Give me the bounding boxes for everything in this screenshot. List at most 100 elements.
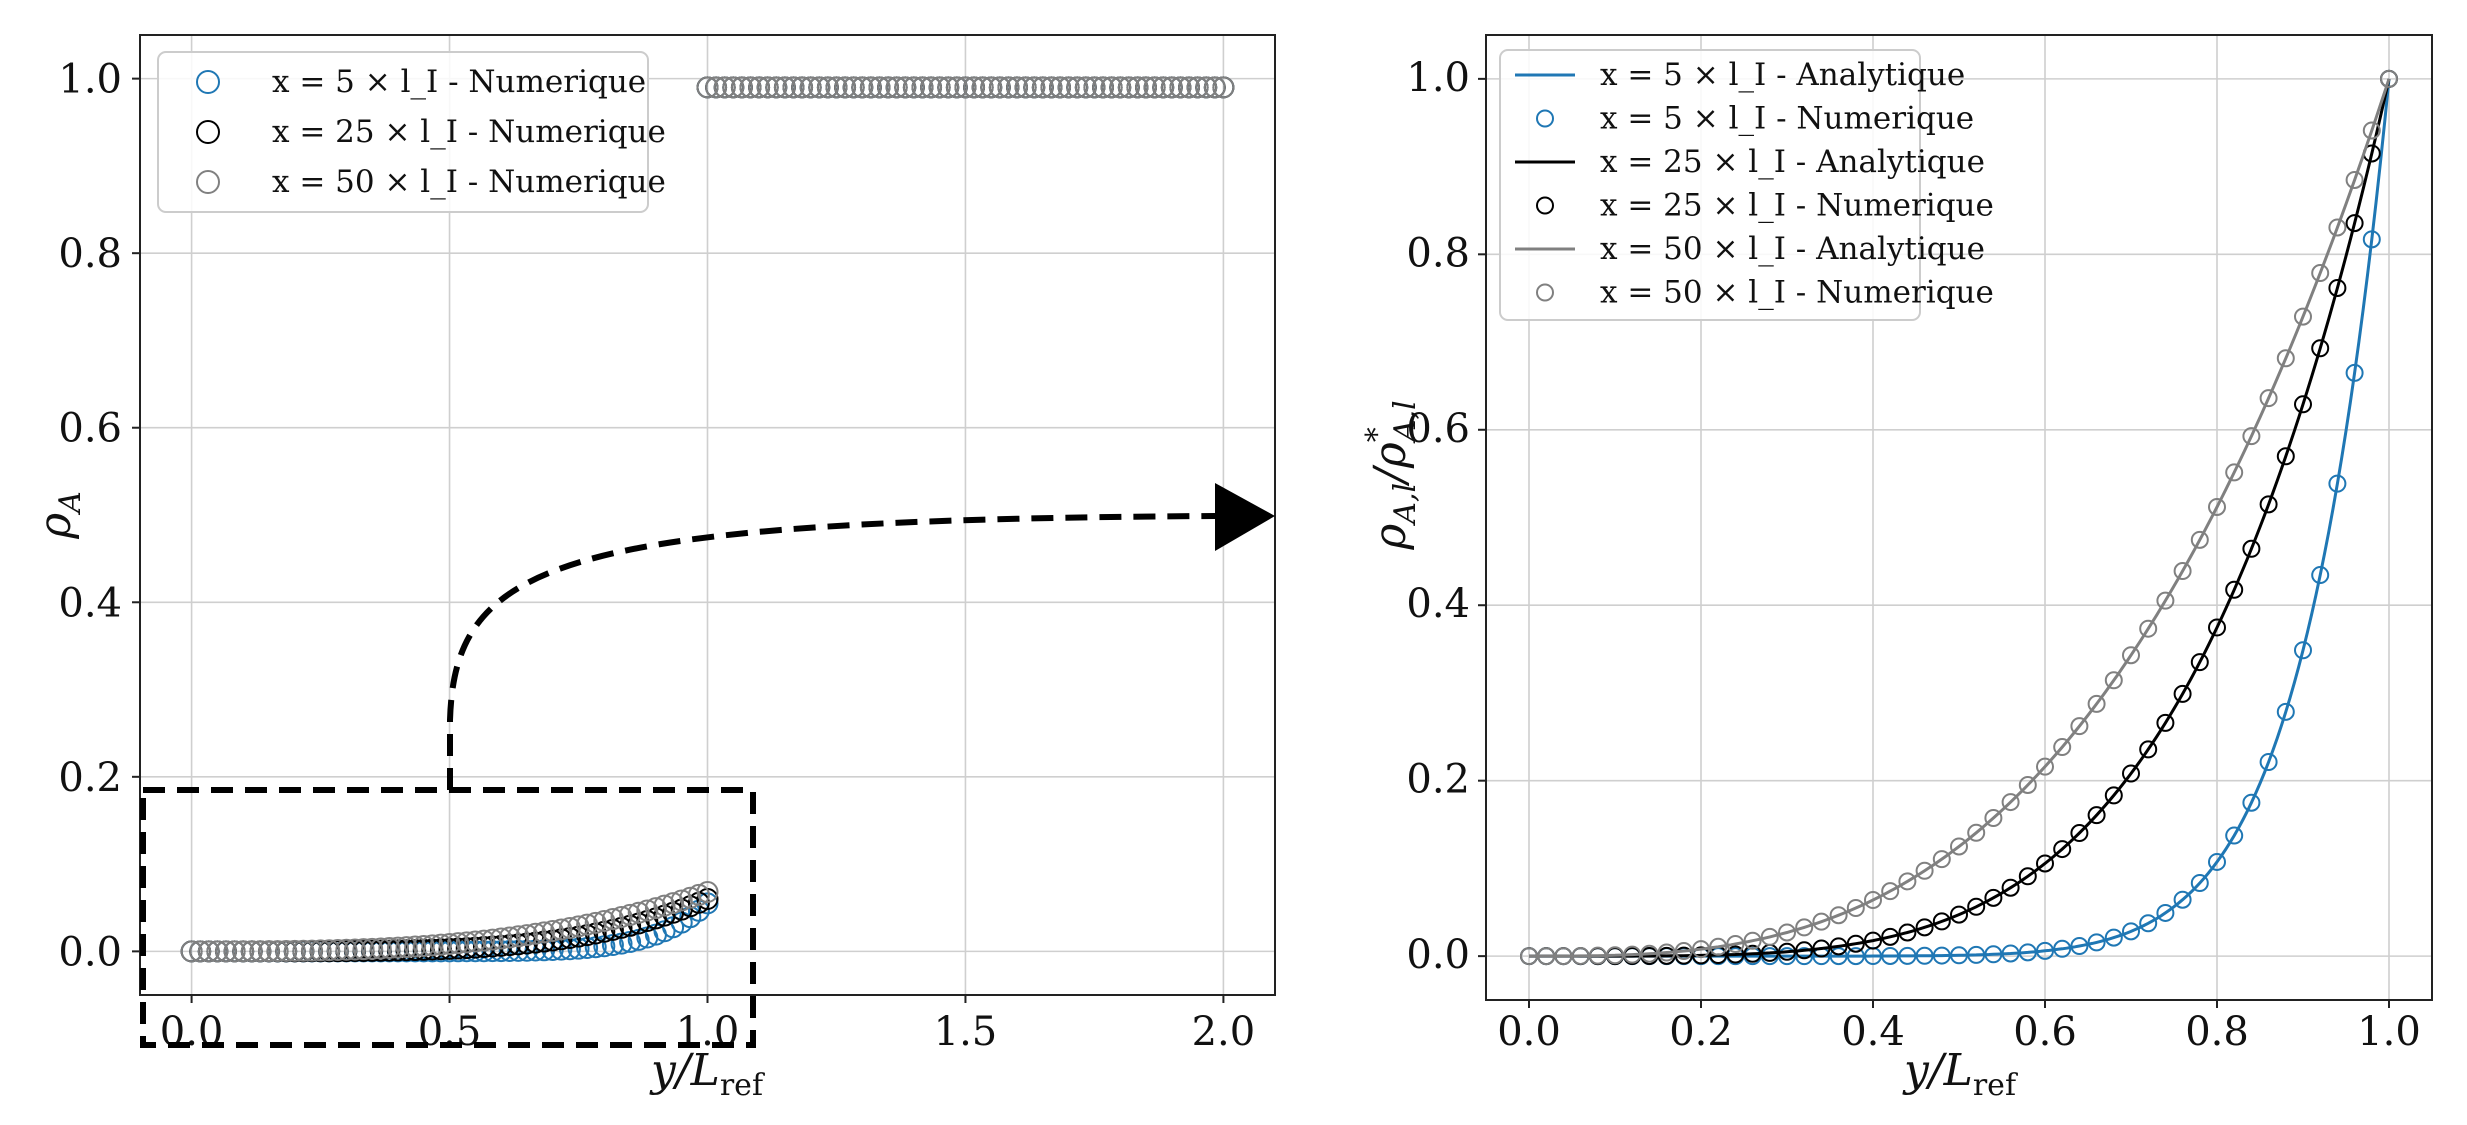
left-point bbox=[455, 931, 478, 954]
right-numeric-point bbox=[2122, 922, 2140, 941]
right-numeric-point bbox=[2104, 671, 2123, 690]
left-point bbox=[447, 932, 470, 955]
left-ylabel: ρA bbox=[30, 491, 88, 540]
right-ticks: 0.0 0.2 0.4 0.6 0.8 1.0 0.0 0.2 0.4 0.6 0.8 1.0 bbox=[1406, 55, 2420, 1055]
right-analytic-line bbox=[1529, 78, 2391, 958]
left-plateau-point bbox=[1100, 76, 1123, 99]
right-numeric-point bbox=[2294, 307, 2312, 326]
right-legend-marker bbox=[1536, 283, 1554, 302]
right-legend-marker bbox=[1536, 196, 1554, 215]
left-point bbox=[472, 929, 495, 952]
left-point bbox=[644, 897, 667, 920]
left-point bbox=[197, 940, 220, 963]
right-numeric-point bbox=[1726, 935, 1745, 954]
right-numeric-point bbox=[2122, 646, 2140, 665]
right-numeric-point bbox=[2087, 933, 2106, 952]
right-numeric-point bbox=[1846, 947, 1865, 966]
right-numeric-point bbox=[2190, 874, 2209, 893]
right-legend-label: x = 5 × l_I - Analytique bbox=[1600, 57, 1965, 93]
right-numeric-point bbox=[2311, 339, 2330, 358]
left-plateau-point bbox=[988, 76, 1011, 99]
right-numeric-point bbox=[1829, 906, 1848, 925]
right-legend-marker bbox=[1536, 109, 1554, 128]
right-legend-label: x = 50 × l_I - Numerique bbox=[1600, 275, 1994, 311]
left-plateau-point bbox=[1074, 76, 1097, 99]
left-point bbox=[292, 939, 315, 962]
left-point bbox=[214, 940, 237, 963]
right-numeric-point bbox=[1898, 923, 1917, 942]
left-point bbox=[335, 938, 358, 961]
right-numeric-point bbox=[2311, 566, 2330, 585]
left-plateau-point bbox=[1040, 76, 1063, 99]
left-point bbox=[576, 913, 599, 936]
left-point bbox=[300, 939, 323, 962]
right-numeric-point bbox=[1915, 918, 1934, 937]
right-numeric-point bbox=[1932, 946, 1951, 965]
left-plateau-point bbox=[1109, 76, 1132, 99]
right-ticklabel-y: 0.6 bbox=[1406, 406, 1470, 452]
right-numeric-point bbox=[2259, 495, 2278, 514]
right-numeric-point bbox=[1950, 905, 1968, 924]
right-numeric-point bbox=[1829, 937, 1848, 956]
left-point bbox=[610, 906, 633, 929]
right-numeric-point bbox=[1726, 945, 1745, 964]
left-plateau-point bbox=[799, 76, 822, 99]
right-numeric-point bbox=[2380, 69, 2398, 88]
left-plateau-point bbox=[1160, 76, 1183, 99]
left-point bbox=[395, 936, 418, 959]
right-numeric-point bbox=[2311, 264, 2330, 283]
right-numeric-point bbox=[2053, 738, 2072, 757]
left-point bbox=[206, 940, 229, 963]
zoom-arrow bbox=[447, 513, 1216, 790]
left-point bbox=[653, 894, 676, 917]
right-numeric-point bbox=[1795, 918, 1814, 937]
left-point bbox=[386, 936, 409, 959]
left-plateau-point bbox=[1014, 76, 1037, 99]
right-frame bbox=[1485, 34, 2433, 1001]
left-plateau-point bbox=[1117, 76, 1140, 99]
right-numeric-point bbox=[1984, 808, 2003, 827]
right-numeric-point bbox=[2345, 214, 2364, 233]
right-numeric-point bbox=[2328, 218, 2347, 237]
left-plateau-point bbox=[808, 76, 831, 99]
right-numeric-point bbox=[2087, 694, 2106, 713]
left-plateau-point bbox=[859, 76, 882, 99]
left-plateau-point bbox=[1169, 76, 1192, 99]
left-ticklabel-y: 0.8 bbox=[58, 231, 122, 277]
left-ticklabel-x: 0.5 bbox=[418, 1009, 482, 1055]
right-numeric-point bbox=[1520, 947, 1538, 966]
left-point bbox=[429, 933, 452, 956]
right-numeric-point bbox=[2259, 752, 2278, 771]
right-numeric-point bbox=[2018, 943, 2037, 962]
left-plateau-point bbox=[911, 76, 934, 99]
right-numeric-point bbox=[2122, 764, 2140, 783]
left-plateau-point bbox=[739, 76, 762, 99]
right-numeric-point bbox=[2208, 497, 2226, 516]
right-numeric-point bbox=[1881, 946, 1900, 965]
right-numeric-point bbox=[1588, 946, 1607, 965]
left-point bbox=[275, 939, 298, 962]
right-numeric-point bbox=[1967, 823, 1986, 842]
right-numeric-point bbox=[2173, 684, 2192, 703]
right-numeric-point bbox=[2225, 580, 2244, 599]
left-legend-label: x = 5 × l_I - Numerique bbox=[272, 64, 646, 100]
left-legend-marker bbox=[196, 170, 220, 194]
left-ticklabel-y: 1.0 bbox=[58, 57, 122, 103]
right-numeric-point bbox=[2242, 793, 2261, 812]
right-numeric-point bbox=[1915, 861, 1934, 880]
right-legend-label: x = 50 × l_I - Analytique bbox=[1600, 231, 1985, 267]
right-numeric-point bbox=[1984, 945, 2003, 964]
right-numeric-point bbox=[2208, 852, 2226, 871]
right-numeric-point bbox=[2345, 363, 2364, 382]
left-point bbox=[696, 881, 719, 904]
right-numeric-point bbox=[1674, 946, 1693, 965]
right-numeric-point bbox=[1778, 923, 1796, 942]
left-point bbox=[619, 903, 642, 926]
right-legend-label: x = 25 × l_I - Analytique bbox=[1600, 144, 1985, 180]
right-numeric-point bbox=[1812, 939, 1831, 958]
left-plateau-point bbox=[730, 76, 753, 99]
left-plateau-point bbox=[1092, 76, 1115, 99]
left-point bbox=[412, 934, 435, 957]
left-plateau-point bbox=[1152, 76, 1175, 99]
